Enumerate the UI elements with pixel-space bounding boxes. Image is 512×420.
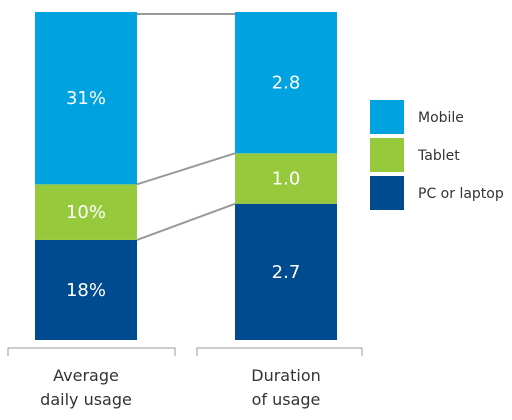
bar-segment <box>35 239 137 340</box>
legend-label: Mobile <box>418 110 464 126</box>
connector <box>136 152 236 186</box>
x-tick-label: Average daily usage <box>40 366 132 409</box>
axis-bracket <box>196 347 363 356</box>
data-label: 18% <box>66 280 106 301</box>
legend-label: PC or laptop <box>418 186 504 202</box>
legend-swatch <box>370 138 404 172</box>
legend-label: Tablet <box>417 148 460 164</box>
data-label: 2.8 <box>272 73 301 94</box>
data-label: 10% <box>66 202 106 223</box>
bar-segment <box>35 12 137 185</box>
axis-bracket <box>7 347 176 356</box>
data-label: 31% <box>66 88 106 109</box>
data-label: 1.0 <box>272 169 301 190</box>
data-label: 2.7 <box>272 262 301 283</box>
legend-swatch <box>370 100 404 134</box>
x-tick-label: Duration of usage <box>251 366 321 409</box>
bar-segment <box>35 184 137 240</box>
bar-segment <box>235 12 337 154</box>
bar-segment <box>235 153 337 204</box>
connector <box>136 202 236 241</box>
legend-swatch <box>370 176 404 210</box>
bar-segment <box>235 203 337 340</box>
